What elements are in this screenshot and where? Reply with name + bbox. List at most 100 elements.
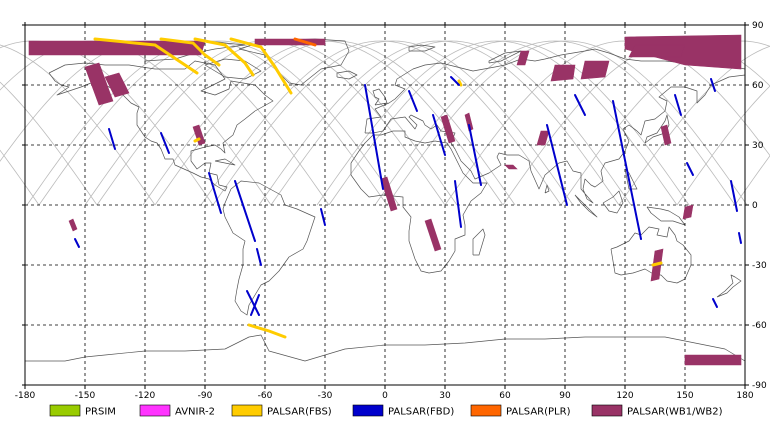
footprint-wb bbox=[440, 114, 456, 144]
x-tick-label: 90 bbox=[559, 391, 571, 401]
footprint-palsarfbs bbox=[193, 137, 201, 143]
coastline-africa bbox=[350, 130, 488, 274]
footprint-palsarplr bbox=[293, 37, 317, 47]
footprint-palsarfbd bbox=[74, 238, 80, 248]
axis-ticks: -180 -150 -120 -90 -60 -30 0 30 60 90 120 150 180-90… bbox=[15, 21, 767, 401]
footprint-palsarfbd bbox=[546, 124, 568, 206]
y-tick-label: -90 bbox=[752, 381, 767, 391]
legend-swatch bbox=[139, 404, 171, 417]
footprint-palsarfbd bbox=[450, 76, 460, 86]
orbit-track bbox=[328, 40, 690, 206]
coastline-australia bbox=[610, 226, 692, 284]
footprint-palsarfbs bbox=[247, 323, 287, 339]
coastline-south-america bbox=[222, 180, 316, 316]
coastline-uk bbox=[372, 88, 388, 106]
coastline-cuba bbox=[214, 158, 236, 166]
y-tick-label: 30 bbox=[752, 141, 764, 151]
footprint-wb bbox=[504, 164, 518, 170]
observation-footprints bbox=[28, 34, 742, 366]
legend: PRSIM AVNIR-2 PALSAR(FBS) PALSAR(FBD) PALSAR… bbox=[49, 404, 723, 418]
footprint-palsarfbd bbox=[432, 114, 446, 156]
footprint-palsarfbd bbox=[208, 172, 222, 214]
footprint-palsarfbd bbox=[320, 208, 326, 226]
orbit-track bbox=[0, 44, 156, 206]
legend-swatch bbox=[470, 404, 502, 417]
grid-lines bbox=[25, 25, 745, 385]
x-tick-label: 30 bbox=[439, 391, 451, 401]
coastline-antarctica bbox=[25, 334, 746, 362]
coastline-madagascar bbox=[472, 228, 486, 256]
footprint-palsarfbd bbox=[160, 132, 170, 154]
legend-swatch bbox=[231, 404, 263, 417]
orbit-track bbox=[38, 40, 400, 206]
footprint-palsarfbd bbox=[468, 124, 482, 186]
x-tick-label: 60 bbox=[499, 391, 511, 401]
x-tick-label: 150 bbox=[676, 391, 693, 401]
x-tick-label: -180 bbox=[15, 391, 36, 401]
footprint-palsarfbs bbox=[229, 37, 293, 95]
footprint-wb bbox=[84, 62, 114, 106]
x-tick-label: -90 bbox=[198, 391, 213, 401]
y-tick-label: -30 bbox=[752, 261, 767, 271]
footprint-wb bbox=[68, 218, 78, 232]
footprint-wb bbox=[28, 40, 206, 56]
footprint-palsarfbd bbox=[612, 100, 642, 240]
orbit-track bbox=[200, 40, 562, 206]
coastline-iceland bbox=[336, 70, 358, 80]
footprint-palsarfbd bbox=[408, 90, 418, 112]
coastline-japan bbox=[644, 114, 670, 144]
footprint-palsarfbd bbox=[364, 84, 384, 190]
x-tick-label: 180 bbox=[736, 391, 753, 401]
footprint-palsarfbd bbox=[108, 128, 116, 150]
orbit-track bbox=[212, 40, 574, 206]
footprint-palsarfbd bbox=[710, 78, 716, 92]
x-tick-label: -60 bbox=[258, 391, 273, 401]
footprint-palsarfbs bbox=[457, 79, 463, 87]
footprint-wb bbox=[580, 60, 610, 80]
footprint-palsarfbd bbox=[256, 248, 262, 266]
coastline-sri-lanka bbox=[544, 184, 550, 194]
legend-swatch bbox=[49, 404, 81, 417]
orbit-track bbox=[676, 85, 770, 206]
y-tick-label: 90 bbox=[752, 21, 764, 31]
legend-label: PALSAR(WB1/WB2) bbox=[627, 407, 723, 418]
coastline-borneo bbox=[602, 190, 624, 214]
footprint-wb bbox=[464, 112, 474, 132]
footprint-palsarfbs bbox=[651, 261, 663, 267]
footprint-wb bbox=[624, 34, 742, 70]
coastline-novaya-zemlya bbox=[488, 50, 522, 64]
footprint-wb bbox=[684, 354, 742, 366]
legend-label: PRSIM bbox=[85, 407, 116, 418]
legend-label: AVNIR-2 bbox=[175, 407, 215, 418]
coastline-north-america bbox=[48, 60, 274, 192]
y-tick-label: 60 bbox=[752, 81, 764, 91]
footprint-palsarfbs bbox=[193, 37, 255, 77]
legend-swatch bbox=[591, 404, 623, 417]
footprint-palsarfbd bbox=[454, 180, 462, 228]
footprint-wb bbox=[536, 130, 550, 146]
coastline-europe-asia bbox=[364, 48, 746, 204]
footprint-wb bbox=[660, 124, 672, 146]
footprint-wb bbox=[550, 64, 576, 82]
footprint-palsarfbd bbox=[234, 180, 256, 242]
coastline-philippines bbox=[624, 168, 638, 190]
orbit-track bbox=[0, 81, 98, 206]
x-tick-label: 0 bbox=[382, 391, 388, 401]
orbit-track bbox=[618, 45, 770, 206]
footprint-palsarfbs bbox=[93, 37, 199, 75]
footprint-palsarfbd bbox=[246, 290, 260, 316]
orbit-track bbox=[270, 40, 632, 206]
footprint-palsarfbd bbox=[686, 162, 694, 176]
footprint-wb bbox=[424, 218, 442, 252]
coastline-svalbard bbox=[408, 44, 436, 52]
legend-label: PALSAR(FBS) bbox=[267, 407, 332, 418]
y-tick-label: 0 bbox=[752, 201, 758, 211]
footprint-palsarfbd bbox=[574, 94, 586, 116]
x-tick-label: -120 bbox=[135, 391, 156, 401]
footprint-wb bbox=[628, 44, 686, 58]
footprint-palsarfbd bbox=[738, 232, 742, 244]
footprint-palsarfbd bbox=[712, 298, 718, 308]
coastline-new-zealand bbox=[716, 274, 742, 298]
